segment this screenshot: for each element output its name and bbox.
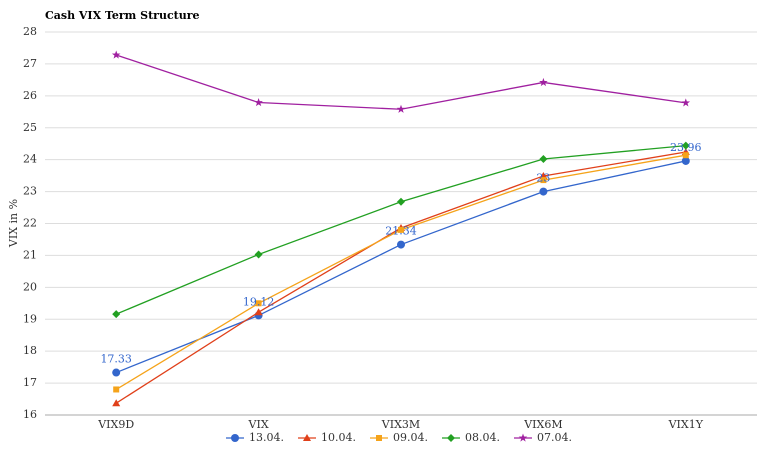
- legend-label: 13.04.: [249, 431, 284, 444]
- data-label: 19.12: [243, 295, 275, 308]
- chart-title: Cash VIX Term Structure: [45, 9, 200, 22]
- legend-label: 08.04.: [465, 431, 500, 444]
- y-tick-label: 18: [23, 344, 37, 357]
- x-tick-label: VIX6M: [523, 418, 562, 431]
- point: [539, 155, 548, 164]
- point: [254, 250, 263, 259]
- y-tick-label: 16: [23, 408, 37, 421]
- point: [112, 399, 121, 407]
- legend-marker: [303, 434, 311, 441]
- y-tick-label: 24: [23, 153, 37, 166]
- legend-marker: [518, 433, 528, 442]
- y-tick-label: 19: [23, 312, 37, 325]
- x-tick-label: VIX1Y: [668, 418, 704, 431]
- series-line: [115, 160, 686, 374]
- y-tick-label: 23: [23, 185, 37, 198]
- point: [254, 308, 263, 316]
- point: [112, 368, 121, 377]
- point: [254, 98, 263, 107]
- y-tick-label: 20: [23, 280, 37, 293]
- legend-marker: [376, 435, 382, 441]
- point: [397, 240, 405, 249]
- y-tick-label: 22: [23, 217, 37, 230]
- point: [255, 300, 262, 307]
- x-tick-label: VIX: [248, 418, 269, 431]
- point: [112, 310, 121, 319]
- point: [682, 152, 689, 159]
- point: [113, 386, 120, 393]
- data-label: 23.96: [670, 141, 702, 154]
- y-tick-label: 25: [23, 121, 37, 134]
- legend-label: 07.04.: [537, 431, 572, 444]
- y-tick-label: 28: [23, 25, 37, 38]
- point: [539, 77, 548, 87]
- x-tick-label: VIX3M: [381, 418, 420, 431]
- point: [681, 98, 691, 107]
- point: [540, 177, 547, 184]
- legend-label: 09.04.: [393, 431, 428, 444]
- y-tick-label: 17: [23, 376, 37, 389]
- point: [397, 197, 405, 206]
- point: [681, 156, 690, 165]
- point: [681, 141, 690, 150]
- y-tick-label: 27: [23, 57, 37, 70]
- y-tick-label: 26: [23, 89, 37, 102]
- data-label: 23: [536, 172, 550, 185]
- series-line: [115, 151, 686, 404]
- data-label: 21.34: [385, 225, 417, 238]
- legend-marker: [447, 434, 455, 442]
- y-tick-label: 21: [23, 248, 37, 261]
- point: [396, 104, 406, 113]
- legend-label: 10.04.: [321, 431, 356, 444]
- y-axis-label: VIX in %: [7, 199, 20, 248]
- data-label: 17.33: [100, 353, 132, 366]
- series-line: [115, 54, 686, 110]
- point: [539, 187, 548, 196]
- point: [398, 226, 404, 233]
- legend-marker: [231, 434, 239, 442]
- x-tick-label: VIX9D: [97, 418, 134, 431]
- series-line: [115, 154, 686, 391]
- point: [111, 50, 121, 59]
